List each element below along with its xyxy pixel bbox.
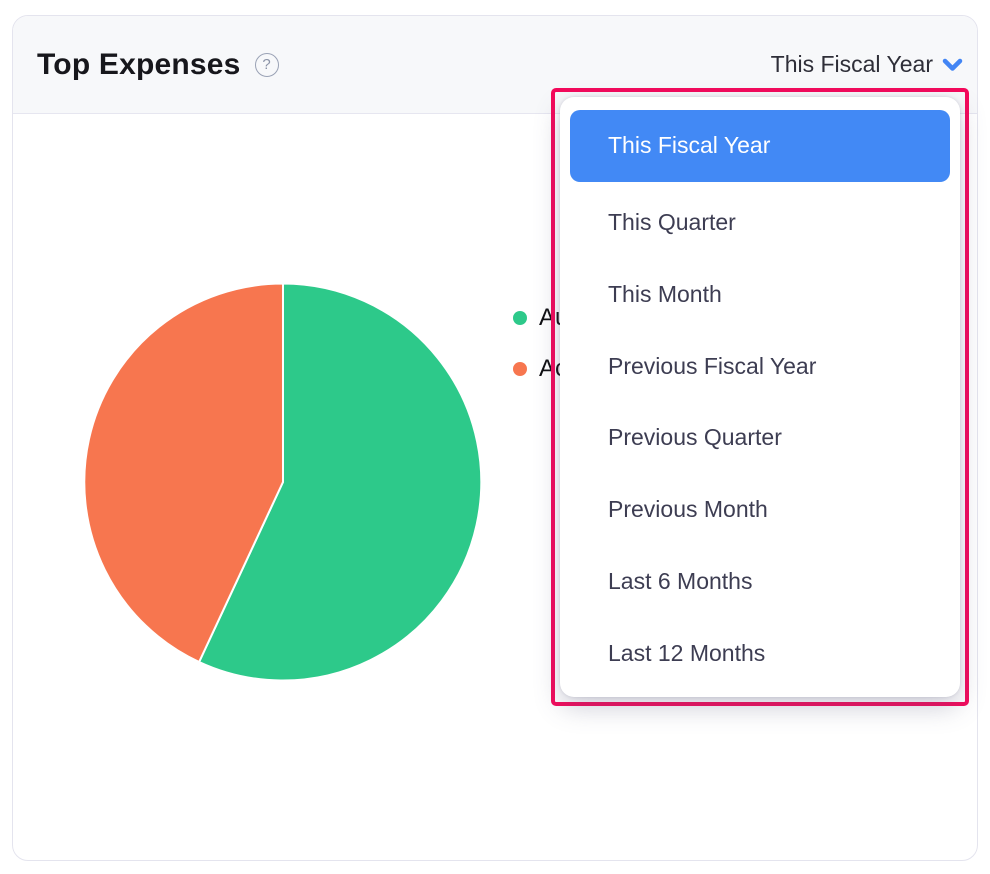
help-icon[interactable]: ? xyxy=(254,52,279,77)
pie-slice-orange[interactable] xyxy=(83,282,284,663)
legend-dot-icon xyxy=(513,311,527,325)
dropdown-item-this-fiscal-year[interactable]: This Fiscal Year xyxy=(570,110,950,182)
dropdown-item-this-month[interactable]: This Month xyxy=(608,280,722,307)
period-selector-value: This Fiscal Year xyxy=(770,51,933,77)
pie-chart[interactable] xyxy=(83,282,483,682)
annotation-highlight-box: This Fiscal Year This Quarter This Month… xyxy=(551,88,969,706)
page-title: Top Expenses xyxy=(37,47,241,81)
dropdown-item-previous-quarter[interactable]: Previous Quarter xyxy=(608,424,782,451)
period-dropdown-menu: This Fiscal Year This Quarter This Month… xyxy=(560,97,960,697)
card-header: Top Expenses ? This Fiscal Year xyxy=(13,16,977,114)
dropdown-item-last-6-months[interactable]: Last 6 Months xyxy=(608,567,753,594)
dropdown-item-this-quarter[interactable]: This Quarter xyxy=(608,209,736,236)
period-selector-trigger[interactable]: This Fiscal Year xyxy=(771,51,963,78)
pie-slice-green[interactable] xyxy=(198,282,483,682)
dropdown-item-last-12-months[interactable]: Last 12 Months xyxy=(608,639,766,666)
dropdown-item-previous-month[interactable]: Previous Month xyxy=(608,496,768,523)
dropdown-item-previous-fiscal-year[interactable]: Previous Fiscal Year xyxy=(608,352,817,379)
chevron-down-icon xyxy=(942,58,963,71)
legend-dot-icon xyxy=(513,362,527,376)
